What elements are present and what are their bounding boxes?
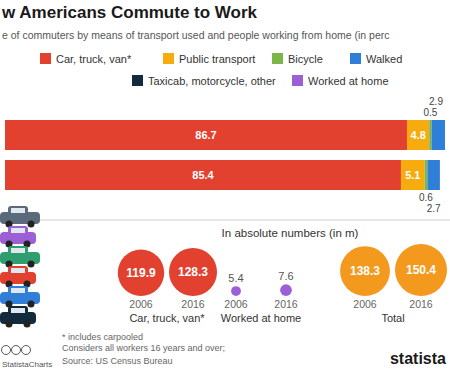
legend-label: Public transport [179, 53, 255, 65]
bubble [280, 284, 292, 296]
bubble-label: 5.4 [228, 272, 243, 284]
car-roof [8, 226, 28, 234]
separator [0, 220, 450, 221]
title: w Americans Commute to Work [1, 3, 258, 22]
car-roof [8, 206, 28, 214]
car-roof [8, 286, 28, 294]
bubble [118, 250, 164, 296]
legend-item: Bicycle [272, 53, 323, 65]
bubble [340, 246, 390, 296]
car-wheel [24, 321, 31, 328]
bar-label: 2.7 [427, 203, 441, 214]
credit: StatistaCharts [2, 360, 52, 369]
legend-label: Bicycle [288, 53, 323, 65]
year-label: 2006 [353, 298, 377, 310]
chart-root: w Americans Commute to Work e of commuter… [0, 0, 450, 375]
car-icons [0, 206, 40, 328]
group-label: Total [381, 312, 404, 324]
car-window [11, 268, 25, 273]
bar-segment [425, 160, 428, 190]
legend-label: Taxicab, motorcycle, other [148, 75, 276, 87]
year-label: 2016 [409, 298, 433, 310]
legend-swatch [350, 53, 361, 64]
car-wheel [28, 221, 35, 228]
bubble-label: 150.4 [406, 263, 436, 277]
footnote: * includes carpooled [62, 332, 143, 342]
bar-segment [5, 120, 407, 150]
legend-label: Walked [366, 53, 402, 65]
bar-segment [432, 120, 445, 150]
legend-swatch [292, 75, 303, 86]
legend: Car, truck, van* Public transport Bicycle W… [40, 53, 402, 87]
car-icon [0, 306, 36, 328]
license-icon [2, 346, 11, 355]
year-label: 2006 [224, 298, 248, 310]
bubble-labels: 119.9 2006 128.3 2016 Car, truck, van* 5.4 200… [126, 263, 436, 324]
bar-segment [407, 120, 429, 150]
year-label: 2006 [129, 298, 153, 310]
car-roof [8, 266, 28, 274]
car-wheel [28, 301, 35, 308]
bubble-title: In absolute numbers (in m) [222, 227, 359, 239]
bubble [395, 244, 447, 296]
car-window [11, 248, 25, 253]
bar-label: 2.9 [429, 96, 443, 107]
bar-label: 86.7 [195, 129, 216, 141]
legend-item: Public transport [163, 53, 255, 65]
car-roof [8, 246, 28, 254]
bar-segment [427, 160, 440, 190]
footnote: Considers all workers 16 years and over; [62, 343, 225, 353]
year-label: 2016 [274, 298, 298, 310]
legend-item: Worked at home [292, 75, 389, 87]
car-window [11, 228, 25, 233]
background [0, 0, 450, 375]
car-icon [0, 266, 36, 288]
bubble [231, 286, 241, 296]
bubbles [118, 244, 447, 296]
car-icon [0, 206, 40, 228]
bar-label: 85.4 [192, 169, 214, 181]
legend-label: Worked at home [308, 75, 389, 87]
legend-item: Car, truck, van* [40, 53, 132, 65]
car-icon [0, 286, 40, 308]
bubble-label: 7.6 [278, 270, 293, 282]
legend-swatch [40, 53, 51, 64]
subtitle: e of commuters by means of transport use… [2, 29, 390, 41]
group-label: Car, truck, van* [129, 312, 205, 324]
legend-swatch [163, 53, 174, 64]
car-window [11, 308, 25, 313]
bar-segment [401, 160, 425, 190]
bubble-label: 119.9 [126, 266, 156, 280]
bubble [169, 248, 217, 296]
car-wheel [28, 261, 35, 268]
bar-segment [429, 120, 431, 150]
bar-label: 4.8 [410, 129, 425, 141]
bar-label: 0.5 [423, 107, 437, 118]
legend-swatch [272, 53, 283, 64]
group-label: Worked at home [221, 312, 302, 324]
car-wheel [6, 321, 13, 328]
bars [5, 120, 445, 190]
bar-label: 5.1 [405, 169, 420, 181]
car-window [11, 288, 25, 293]
bubble-label: 138.3 [350, 264, 380, 278]
license-icon [22, 346, 31, 355]
bubble-label: 128.3 [178, 265, 208, 279]
car-icon [0, 246, 40, 268]
legend-swatch [132, 75, 143, 86]
brand-logo: statista [390, 350, 446, 367]
car-roof [8, 306, 28, 314]
legend-item: Walked [350, 53, 402, 65]
legend-item: Taxicab, motorcycle, other [132, 75, 276, 87]
car-icon [0, 226, 36, 248]
source: Source: US Census Bureau [62, 356, 173, 366]
bar-labels: 86.7 4.8 0.52.9 85.4 5.1 0.62.7 [192, 96, 443, 214]
license-icon [12, 346, 21, 355]
bar-label: 0.6 [419, 192, 433, 203]
bar-segment [5, 160, 401, 190]
year-label: 2016 [181, 298, 205, 310]
footer: * includes carpooledConsiders all worker… [2, 332, 447, 369]
legend-label: Car, truck, van* [56, 53, 132, 65]
car-window [11, 208, 25, 213]
